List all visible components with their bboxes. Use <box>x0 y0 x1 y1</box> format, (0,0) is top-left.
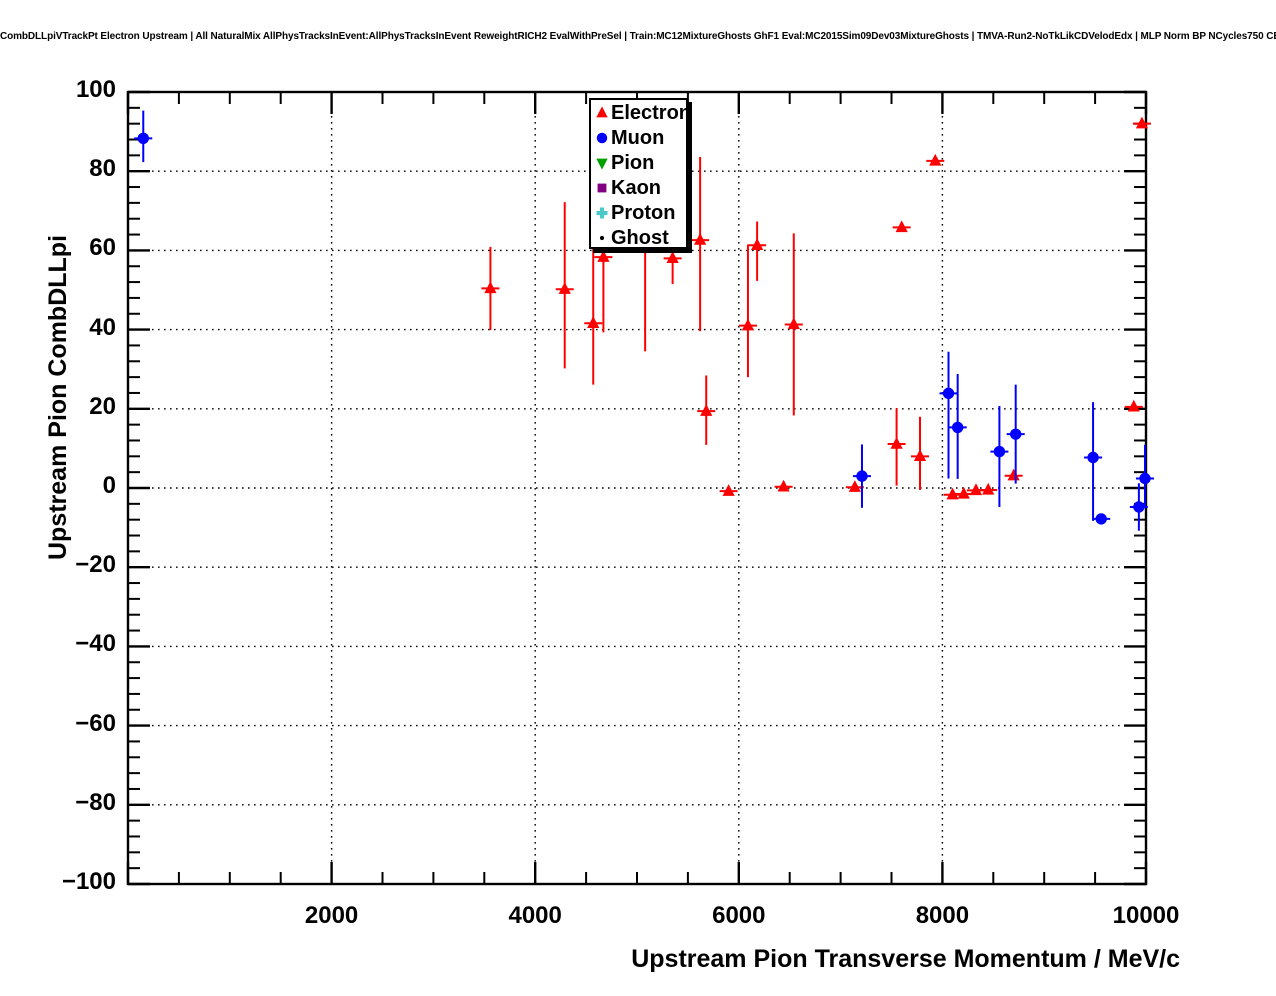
data-point <box>887 408 906 486</box>
data-point <box>954 486 973 499</box>
legend-item-label: Kaon <box>611 176 661 199</box>
y-tick-label: 60 <box>89 234 116 262</box>
data-point <box>911 416 930 490</box>
data-point <box>1006 384 1025 484</box>
y-tick-label: −80 <box>75 788 116 816</box>
data-point <box>774 479 793 492</box>
triangle-up-icon <box>594 104 610 122</box>
x-tick-label: 8000 <box>915 902 970 929</box>
legend-item-label: Electron <box>611 101 692 124</box>
legend-item-label: Proton <box>611 201 676 224</box>
data-point <box>1084 402 1103 521</box>
data-point <box>939 351 958 479</box>
data-point <box>1124 399 1143 412</box>
data-point <box>845 480 864 492</box>
legend-box[interactable]: Electron Muon Pion Kaon Proton Ghost <box>589 98 691 250</box>
y-tick-label: 0 <box>102 472 116 499</box>
x-axis-title: Upstream Pion Transverse Momentum / MeV/… <box>631 945 1180 973</box>
legend-item-muon[interactable]: Muon <box>591 125 686 150</box>
x-tick-label: 4000 <box>508 902 562 929</box>
data-point <box>943 487 962 500</box>
y-tick-label: −40 <box>75 630 116 658</box>
legend-item-label: Ghost <box>611 226 669 249</box>
legend-item-pion[interactable]: Pion <box>591 150 686 175</box>
data-point <box>979 482 998 495</box>
data-point <box>1135 444 1154 509</box>
plot-title: CombDLLpiVTrackPt Electron Upstream | Al… <box>0 31 1276 42</box>
x-tick-label: 10000 <box>1112 902 1180 929</box>
data-point <box>481 246 500 330</box>
data-point <box>555 202 574 369</box>
data-point <box>748 221 767 281</box>
x-tick-label: 2000 <box>304 902 359 929</box>
legend-item-kaon[interactable]: Kaon <box>591 175 686 200</box>
dot-icon <box>594 229 610 247</box>
data-point <box>1132 116 1151 129</box>
data-point <box>926 153 945 166</box>
data-point <box>784 233 803 416</box>
square-icon <box>594 179 610 197</box>
y-tick-label: 100 <box>75 76 116 103</box>
data-point <box>892 220 911 233</box>
data-point <box>1004 468 1023 481</box>
y-tick-label: −60 <box>75 709 116 737</box>
data-point <box>691 156 710 332</box>
data-point <box>719 484 738 496</box>
circle-icon <box>594 129 610 147</box>
data-point <box>738 244 757 378</box>
y-tick-label: −20 <box>75 551 116 579</box>
data-point <box>697 375 716 445</box>
x-tick-label: 6000 <box>712 902 766 929</box>
data-point <box>990 406 1009 508</box>
y-tick-label: 80 <box>89 155 116 183</box>
legend-item-electron[interactable]: Electron <box>591 100 691 125</box>
data-point <box>134 110 153 163</box>
legend-item-label: Muon <box>611 126 665 149</box>
legend-item-proton[interactable]: Proton <box>591 200 686 225</box>
data-point <box>852 444 871 508</box>
data-point <box>948 373 967 479</box>
legend-item-ghost[interactable]: Ghost <box>591 225 686 250</box>
axis-ticks <box>126 90 1148 886</box>
y-tick-label: 20 <box>89 392 116 420</box>
y-tick-label: 40 <box>89 313 116 341</box>
triangle-down-icon <box>594 154 610 172</box>
legend-item-label: Pion <box>611 151 655 174</box>
data-point <box>1092 513 1111 525</box>
y-tick-label: −100 <box>61 868 116 895</box>
cross-icon <box>594 204 610 222</box>
